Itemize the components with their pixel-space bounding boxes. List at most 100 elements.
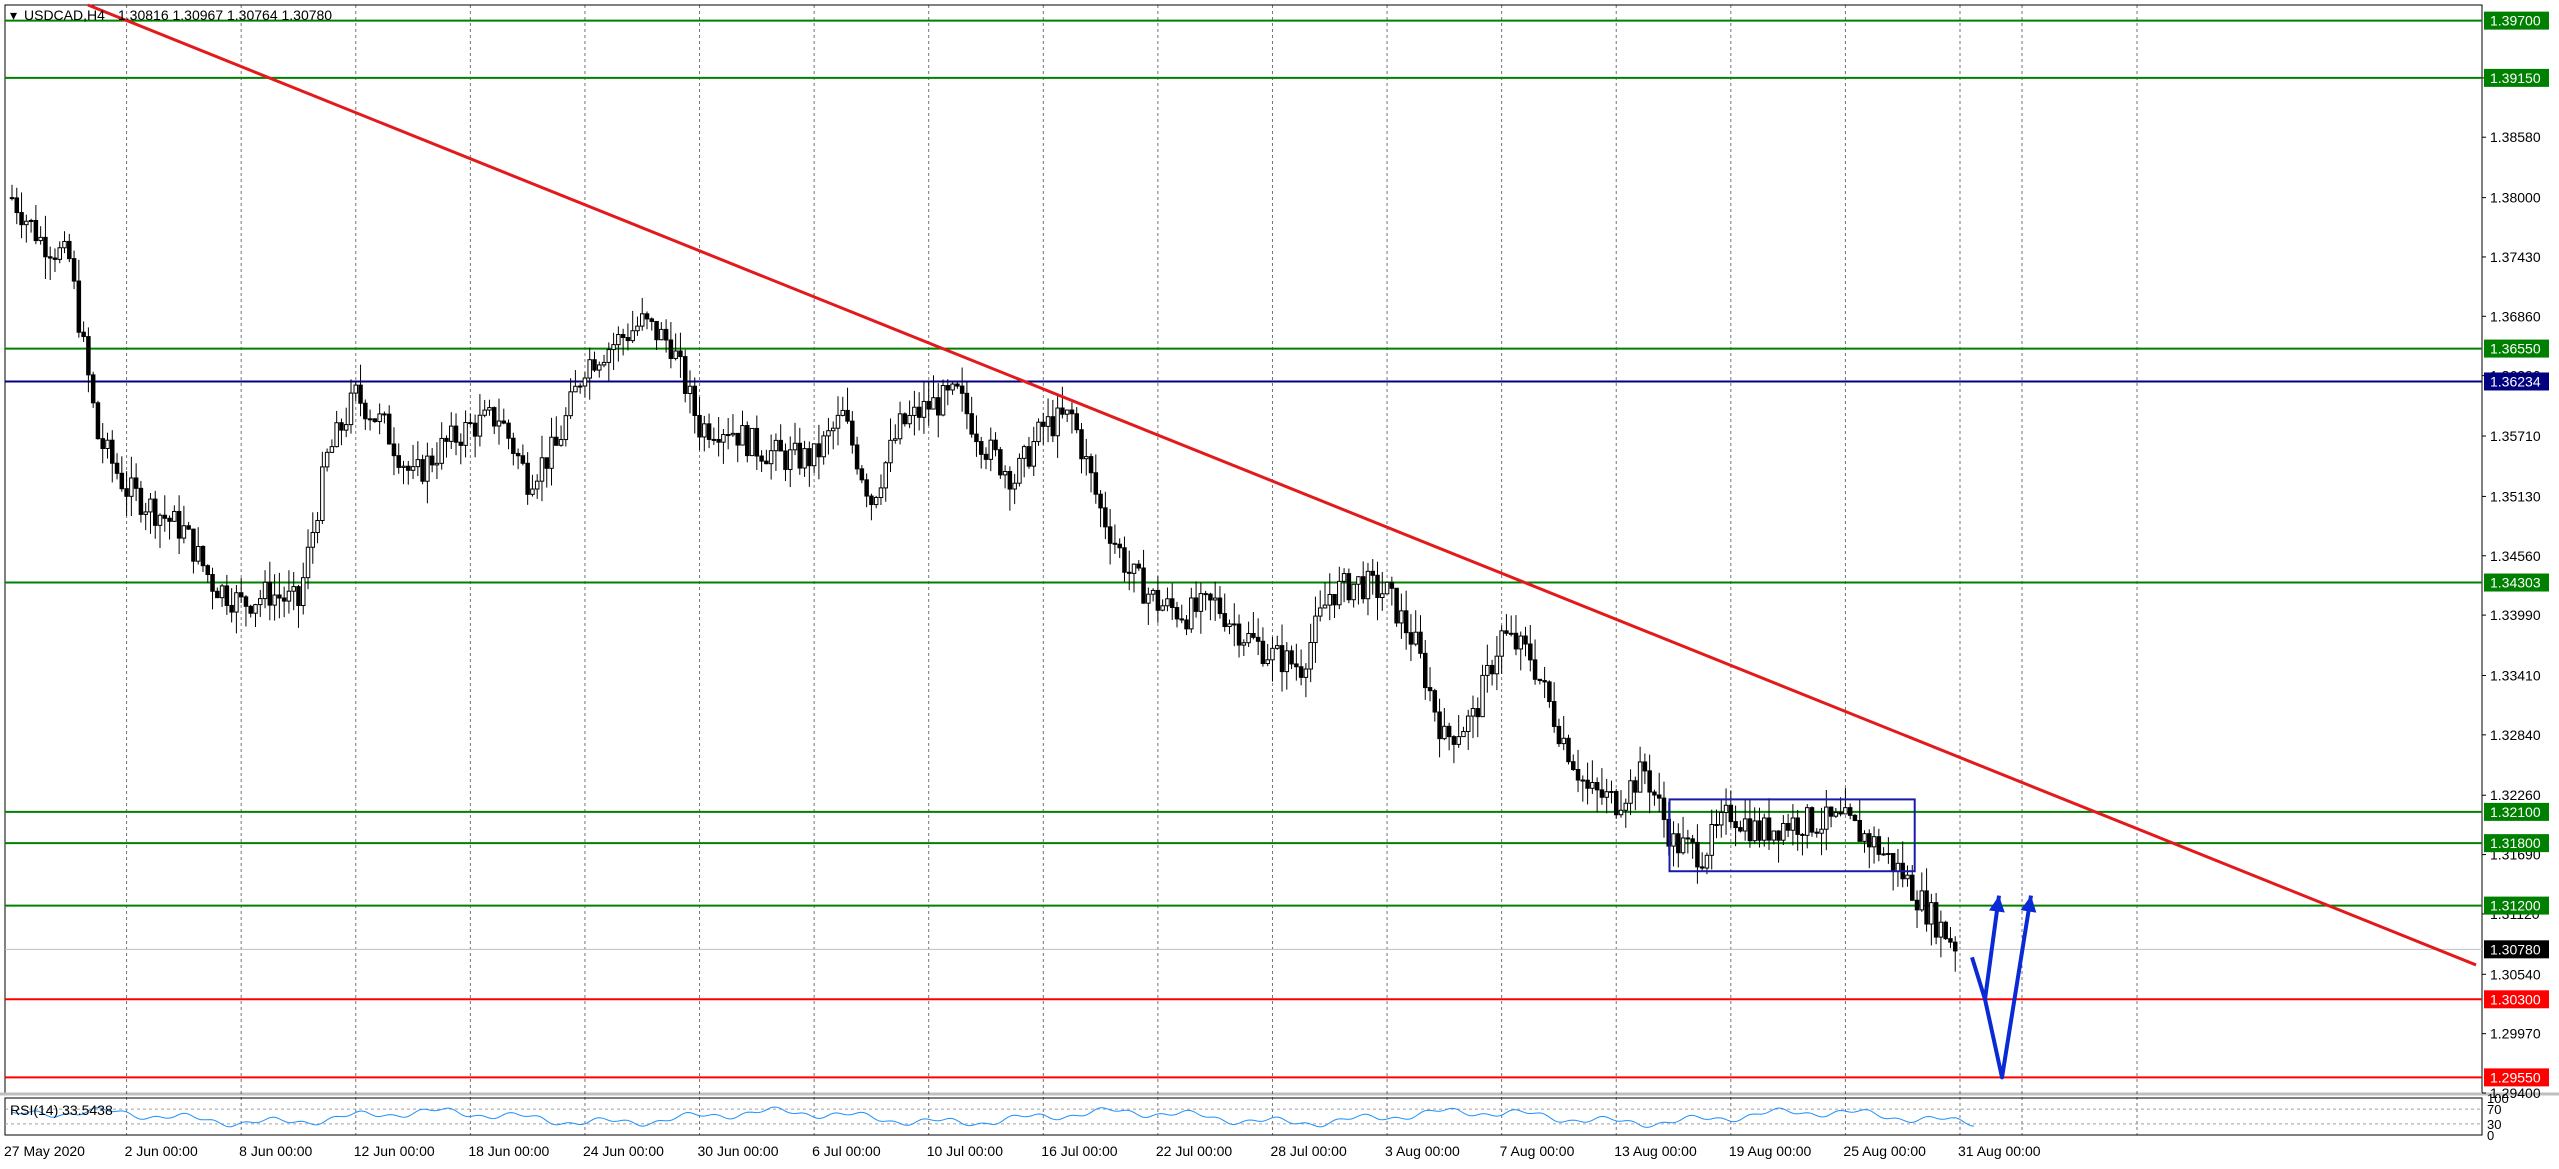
candle-body [1814,831,1820,834]
candle-body [773,439,779,452]
candle-body [420,459,425,482]
candle-body [1232,623,1237,626]
candle-body [1399,610,1404,624]
current-price-tag [2484,940,2549,959]
candle-body [19,212,24,226]
candle-body [902,413,908,425]
candle-body [764,460,769,465]
candle-body [1260,640,1266,665]
candle-body [1766,817,1772,841]
candle-body [816,443,822,458]
candle-body [1594,782,1600,791]
candle-body [682,356,688,394]
candle-body [119,472,125,490]
time-tick-label: 2 Jun 00:00 [125,1143,198,1159]
candle-body [673,350,678,359]
candle-body [148,498,153,513]
candle-body [558,439,564,446]
candle-body [778,439,783,452]
candle-body [1508,632,1514,635]
price-tick-label: 1.35130 [2490,488,2541,504]
candle-body [305,546,311,579]
candle-body [1790,817,1796,831]
candle-body [320,466,325,521]
level-price-tag-label: 1.31200 [2490,898,2541,914]
candle-body [1728,804,1734,823]
candle-body [272,594,277,606]
candle-body [1255,636,1261,642]
price-tick-label: 1.38000 [2490,190,2541,206]
candle-body [1370,570,1375,576]
candle-body [1723,804,1729,813]
candle-body [1914,899,1920,911]
candle-body [663,328,669,341]
level-price-tag [2484,990,2549,1009]
candle-body [429,455,435,466]
candle-body [525,462,530,495]
current-price-tag-label: 1.30780 [2490,941,2541,957]
time-tick-label: 31 Aug 00:00 [1958,1143,2041,1159]
candle-body [1652,791,1657,796]
candle-body [754,427,760,457]
candle-body [1432,690,1438,713]
candle-body [649,318,655,322]
candle-body [1279,645,1285,673]
candle-body [1241,642,1247,646]
candle-body [697,414,702,438]
level-price-tag-label: 1.36550 [2490,341,2541,357]
candle-body [1656,794,1662,799]
candle-body [300,577,306,607]
candle-body [616,334,621,346]
level-price-tag-label: 1.32100 [2490,804,2541,820]
candle-body [444,437,449,442]
candle-body [978,441,984,455]
candle-body [210,574,215,592]
candle-body [129,477,134,497]
candle-body [811,443,817,467]
time-tick-label: 13 Aug 00:00 [1614,1143,1697,1159]
candle-body [1365,570,1371,600]
candle-body [38,236,43,242]
candle-body [110,439,115,464]
candle-body [396,455,401,468]
candle-body [1380,593,1385,599]
candle-body [563,415,569,441]
candle-body [1041,421,1046,427]
candle-body [1647,770,1652,793]
candle-body [1804,807,1810,836]
rsi-scale-label: 30 [2487,1117,2501,1132]
candle-body [530,488,535,495]
candle-body [678,350,683,358]
candle-body [926,400,931,410]
chart-dropdown-icon[interactable]: ▾ [10,7,17,23]
time-tick-label: 7 Aug 00:00 [1500,1143,1575,1159]
candle-body [668,339,674,359]
candle-body [406,465,411,471]
candle-body [745,425,750,457]
candle-body [639,313,645,327]
candle-body [133,477,139,489]
candle-body [1146,593,1151,604]
symbol-label: USDCAD,H4 [24,7,105,23]
level-price-tag [2484,834,2549,853]
candle-body [821,435,826,458]
candle-body [43,236,48,258]
candle-body [1556,725,1562,745]
candle-body [1747,818,1753,842]
arrowhead [1988,895,2005,913]
candle-body [1680,837,1686,854]
rsi-line [11,1106,1975,1128]
candle-body [434,462,440,466]
candle-body [215,590,220,599]
candle-body [959,385,965,394]
candle-body [1690,838,1695,843]
candle-body [1585,779,1590,789]
candle-body [1871,836,1877,848]
level-price-tag-label: 1.34303 [2490,575,2541,591]
candle-body [1322,604,1328,609]
candle-body [1785,822,1791,831]
price-tick-label: 1.33990 [2490,607,2541,623]
